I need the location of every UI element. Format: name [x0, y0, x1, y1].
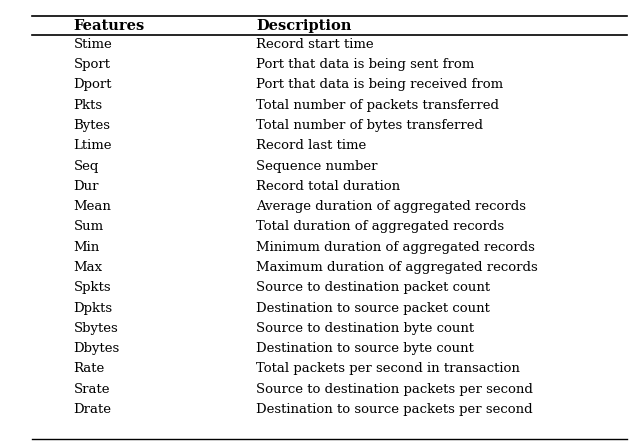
- Text: Record total duration: Record total duration: [256, 180, 400, 193]
- Text: Drate: Drate: [74, 403, 111, 416]
- Text: Sum: Sum: [74, 221, 104, 233]
- Text: Port that data is being received from: Port that data is being received from: [256, 78, 503, 91]
- Text: Total duration of aggregated records: Total duration of aggregated records: [256, 221, 504, 233]
- Text: Stime: Stime: [74, 38, 113, 51]
- Text: Record last time: Record last time: [256, 139, 366, 152]
- Text: Destination to source packet count: Destination to source packet count: [256, 302, 490, 315]
- Text: Destination to source packets per second: Destination to source packets per second: [256, 403, 532, 416]
- Text: Srate: Srate: [74, 383, 110, 396]
- Text: Dport: Dport: [74, 78, 112, 91]
- Text: Total number of bytes transferred: Total number of bytes transferred: [256, 119, 483, 132]
- Text: Maximum duration of aggregated records: Maximum duration of aggregated records: [256, 261, 538, 274]
- Text: Min: Min: [74, 241, 100, 254]
- Text: Pkts: Pkts: [74, 99, 103, 112]
- Text: Ltime: Ltime: [74, 139, 112, 152]
- Text: Source to destination byte count: Source to destination byte count: [256, 322, 474, 335]
- Text: Sbytes: Sbytes: [74, 322, 118, 335]
- Text: Seq: Seq: [74, 159, 99, 172]
- Text: Average duration of aggregated records: Average duration of aggregated records: [256, 200, 526, 213]
- Text: Mean: Mean: [74, 200, 111, 213]
- Text: Minimum duration of aggregated records: Minimum duration of aggregated records: [256, 241, 535, 254]
- Text: Max: Max: [74, 261, 103, 274]
- Text: Dpkts: Dpkts: [74, 302, 113, 315]
- Text: Sport: Sport: [74, 58, 111, 71]
- Text: Sequence number: Sequence number: [256, 159, 378, 172]
- Text: Record start time: Record start time: [256, 38, 374, 51]
- Text: Spkts: Spkts: [74, 281, 111, 294]
- Text: Bytes: Bytes: [74, 119, 111, 132]
- Text: Destination to source byte count: Destination to source byte count: [256, 342, 474, 355]
- Text: Dbytes: Dbytes: [74, 342, 120, 355]
- Text: Source to destination packets per second: Source to destination packets per second: [256, 383, 533, 396]
- Text: Source to destination packet count: Source to destination packet count: [256, 281, 490, 294]
- Text: Total packets per second in transaction: Total packets per second in transaction: [256, 362, 520, 375]
- Text: Port that data is being sent from: Port that data is being sent from: [256, 58, 474, 71]
- Text: Total number of packets transferred: Total number of packets transferred: [256, 99, 499, 112]
- Text: Dur: Dur: [74, 180, 99, 193]
- Text: Features: Features: [74, 19, 145, 33]
- Text: Rate: Rate: [74, 362, 105, 375]
- Text: Description: Description: [256, 19, 351, 33]
